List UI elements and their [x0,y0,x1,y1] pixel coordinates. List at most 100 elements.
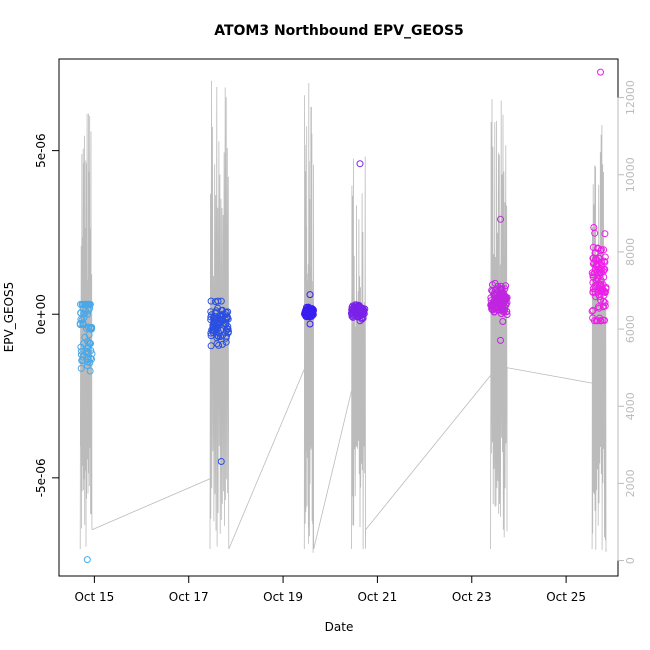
x-tick-label: Oct 15 [74,590,114,604]
epv-point [348,311,356,319]
epv-point [499,292,507,300]
altitude-series [79,80,607,553]
epv-point [84,349,92,357]
epv-point [502,282,510,290]
epv-point [488,305,496,313]
epv-point [594,288,602,296]
chart-title: ATOM3 Northbound EPV_GEOS5 [214,23,464,39]
epv-point [597,296,605,304]
altitude-connector [365,375,491,530]
epv-point [78,347,85,355]
x-tick-label: Oct 19 [263,590,303,604]
epv-point [215,333,223,341]
epv-point [77,351,85,359]
epv-point [360,306,368,314]
epv-point [495,292,502,300]
epv-point [588,269,596,277]
epv-point [489,287,497,295]
epv-point [597,317,604,325]
y2-tick-label: 2000 [624,469,637,497]
epv-point [495,291,503,299]
altitude-connector [91,478,211,531]
epv-point [597,246,605,254]
epv-point [598,258,605,266]
altitude-connector [313,390,352,550]
epv-point [589,243,597,251]
plot-frame [58,58,619,577]
y-tick-label: 0e+00 [34,294,48,334]
epv-point [86,367,94,375]
epv-point [219,340,226,348]
epv-point [84,323,92,331]
epv-point [210,314,218,322]
epv-point [597,68,604,76]
x-axis: Oct 15 Oct 17 Oct 19 Oct 21 Oct 23 Oct 25 [74,575,586,604]
epv-point [224,329,232,337]
epv-point [601,258,609,266]
y2-tick-label: 12000 [624,80,637,115]
x-axis-label: Date [325,620,354,634]
x-tick-label: Oct 23 [452,590,492,604]
epv-point [350,307,358,315]
epv-point [497,336,504,344]
x-tick-label: Oct 21 [357,590,397,604]
y-tick-label: 5e-06 [34,133,48,168]
epv-point [86,300,94,308]
epv-point [497,282,505,290]
epv-points [76,68,610,564]
epv-point [499,301,507,309]
epv-point [217,458,225,465]
epv-point [88,355,95,363]
epv-point [77,309,85,317]
epv-point [83,300,91,308]
x-tick-label: Oct 25 [546,590,586,604]
y2-tick-label: 0 [624,557,637,564]
epv-point [88,350,96,358]
epv-point [499,318,507,325]
epv-point [219,317,226,325]
epv-point [494,282,502,290]
epv-point [304,310,312,318]
epv-point [305,306,312,314]
y2-tick-label: 6000 [624,315,637,343]
altitude-trace-4 [351,156,367,550]
epv-point [601,253,609,261]
y-axis: -5e-06 0e+00 5e-06 [34,133,60,497]
epv-point [207,297,215,305]
epv-point [217,297,225,305]
epv-point [352,305,360,313]
epv-point [309,311,317,319]
epv-point [488,286,496,294]
epv-point [589,306,597,314]
epv-point [222,338,230,346]
epv-point [355,310,363,318]
epv-point [598,286,605,294]
y2-tick-label: 4000 [624,392,637,420]
epv-point [207,342,215,350]
epv-point [588,307,596,315]
epv-point [224,325,232,333]
epv-point [222,327,230,335]
epv-point [589,288,597,296]
y-axis-label: EPV_GEOS5 [2,282,16,353]
epv-point [80,340,88,348]
epv-point [207,308,215,316]
altitude-trace-6 [591,125,607,552]
epv-point [84,310,91,318]
epv-point [223,314,231,321]
epv-point [356,317,364,325]
epv-point [600,246,608,254]
epv-point [589,285,597,293]
epv-point [308,307,316,315]
epv-point [601,288,609,296]
epv-point [213,332,221,340]
altitude-trace-5 [490,99,508,550]
epv-point [214,297,222,305]
epv-point [595,303,602,311]
epv-point [78,316,86,324]
epv-point [600,273,608,281]
epv-point [85,331,93,339]
altitude-connector [507,367,593,384]
epv-point [215,341,223,349]
epv-point [591,288,599,296]
